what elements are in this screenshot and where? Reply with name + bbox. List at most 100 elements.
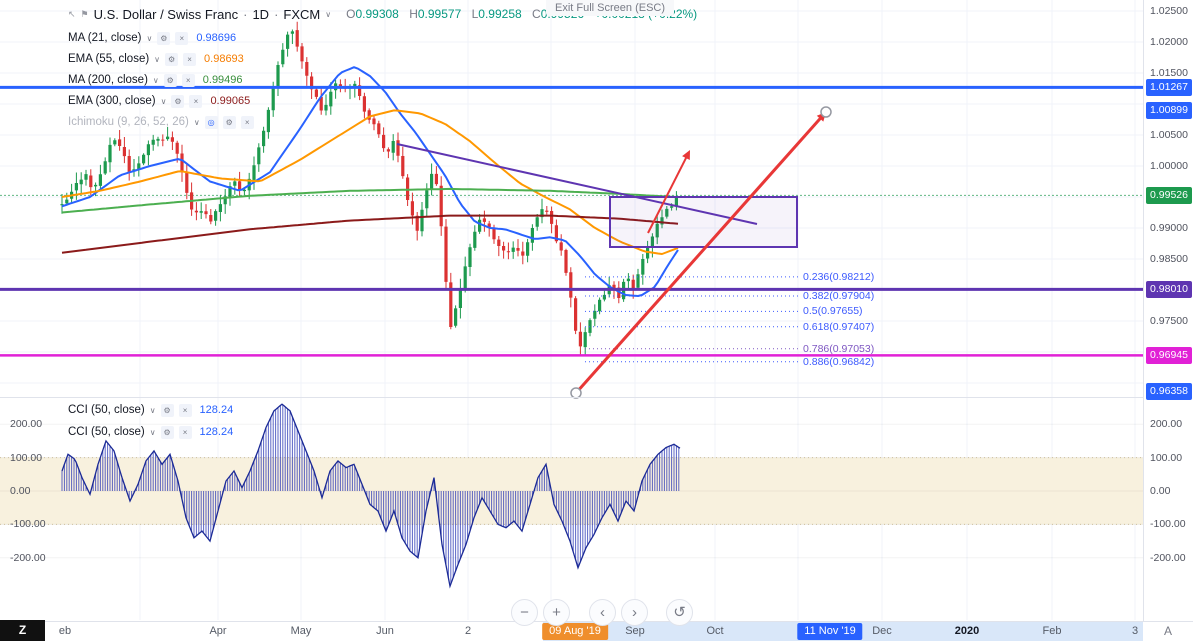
open-label: O (346, 7, 356, 21)
time-axis-label: Oct (706, 625, 724, 637)
price-badge: 1.00899 (1146, 102, 1192, 119)
symbol-interval[interactable]: 1D (252, 6, 270, 22)
reset-chart-button[interactable]: ↺ (666, 599, 693, 626)
indicator-legend-ichimoku[interactable]: Ichimoku (9, 26, 52, 26) ∨ ◎ ⚙ × (68, 114, 254, 130)
cci-left-axis-label: -100.00 (10, 518, 46, 530)
chevron-down-icon[interactable]: ∨ (154, 54, 161, 64)
price-box-drawing[interactable] (609, 196, 798, 248)
indicator-legend-ma21[interactable]: MA (21, close) ∨ ⚙ × 0.98696 (68, 30, 236, 46)
indicator-value: 128.24 (199, 426, 234, 438)
collapse-icon[interactable]: ↖ (68, 8, 76, 19)
price-axis[interactable]: 1.02500 1.02000 1.01500 1.00500 1.00000 0.990… (1143, 0, 1193, 621)
indicator-label: MA (200, close) (68, 74, 148, 86)
separator-dot: · (243, 6, 248, 22)
chevron-down-icon[interactable]: ∨ (152, 75, 159, 85)
close-icon[interactable]: × (183, 52, 197, 66)
indicator-label: MA (21, close) (68, 32, 142, 44)
indicator-legend-ma200[interactable]: MA (200, close) ∨ ⚙ × 0.99496 (68, 72, 243, 88)
price-axis-label: 1.02000 (1150, 36, 1188, 48)
close-icon[interactable]: × (189, 94, 203, 108)
indicator-value: 0.98693 (204, 53, 244, 65)
trendline-drawing[interactable] (396, 143, 758, 225)
scroll-right-button[interactable]: › (621, 599, 648, 626)
settings-icon[interactable]: ⚙ (157, 31, 171, 45)
chevron-down-icon[interactable]: ∨ (160, 96, 167, 106)
price-axis-label: 0.98500 (1150, 253, 1188, 265)
cci-axis-label: 0.00 (1150, 485, 1171, 497)
indicator-value: 128.24 (199, 404, 234, 416)
cci-left-axis-label: -200.00 (10, 552, 46, 564)
price-axis-label: 0.99000 (1150, 222, 1188, 234)
close-icon[interactable]: × (178, 403, 192, 417)
price-badge: 1.01267 (1146, 79, 1192, 96)
chevron-down-icon[interactable]: ∨ (146, 33, 153, 43)
indicator-legend-cci-2[interactable]: CCI (50, close) ∨ ⚙ × 128.24 (68, 424, 233, 440)
cci-axis-label: 200.00 (1150, 418, 1183, 430)
logo-z: Z (0, 620, 45, 641)
price-badge: 0.96945 (1146, 347, 1192, 364)
chart-nav-controls: − + ‹ › ↺ (511, 599, 693, 626)
zoom-in-button[interactable]: + (543, 599, 570, 626)
ma-line-ma200 (61, 187, 679, 214)
arrowhead (682, 150, 690, 160)
fib-level-label: 0.886(0.96842) (803, 356, 875, 368)
exit-fullscreen-toast: Exit Full Screen (ESC) (546, 0, 675, 16)
time-axis-label: Feb (1042, 625, 1062, 637)
ma-line-ma21 (61, 66, 679, 297)
symbol-title: U.S. Dollar / Swiss Franc (93, 6, 239, 22)
cci-axis-label: 100.00 (1150, 452, 1183, 464)
settings-icon[interactable]: ⚙ (222, 115, 236, 129)
indicator-legend-ema300[interactable]: EMA (300, close) ∨ ⚙ × 0.99065 (68, 93, 250, 109)
time-axis-label: 2 (464, 625, 472, 637)
price-axis-label: 1.02500 (1150, 5, 1188, 17)
drawing-anchor-handle[interactable] (820, 106, 832, 118)
chevron-down-icon[interactable]: ∨ (149, 405, 156, 415)
time-axis-label: 3 (1131, 625, 1139, 637)
drawing-anchor-handle[interactable] (570, 387, 582, 399)
flag-icon[interactable]: ⚑ (80, 8, 89, 19)
price-badge: 0.98010 (1146, 281, 1192, 298)
settings-icon[interactable]: ⚙ (171, 94, 185, 108)
cci-left-axis-label: 0.00 (10, 485, 31, 497)
trend-arrow-drawing[interactable] (647, 154, 689, 234)
trend-arrow-drawing[interactable] (574, 115, 824, 394)
time-axis-label: 2020 (954, 625, 980, 637)
indicator-label: EMA (55, close) (68, 53, 150, 65)
zoom-out-button[interactable]: − (511, 599, 538, 626)
chevron-down-icon[interactable]: ∨ (149, 427, 156, 437)
settings-icon[interactable]: ⚙ (160, 403, 174, 417)
close-icon[interactable]: × (178, 425, 192, 439)
close-icon[interactable]: × (175, 31, 189, 45)
cci-band (0, 457, 1143, 525)
time-axis-label: eb (58, 625, 72, 637)
indicator-legend-cci-1[interactable]: CCI (50, close) ∨ ⚙ × 128.24 (68, 402, 233, 418)
indicator-label: CCI (50, close) (68, 404, 145, 416)
cci-left-axis-label: 100.00 (10, 452, 43, 464)
ma-line-ema300 (61, 214, 679, 254)
settings-icon[interactable]: ⚙ (160, 425, 174, 439)
fib-level-label: 0.786(0.97053) (803, 343, 875, 355)
close-label: C (532, 7, 541, 21)
indicator-value: 0.98696 (196, 32, 237, 44)
price-axis-label: 0.97500 (1150, 315, 1188, 327)
settings-icon[interactable]: ⚙ (163, 73, 177, 87)
close-icon[interactable]: × (181, 73, 195, 87)
fib-level-label: 0.618(0.97407) (803, 321, 875, 333)
chevron-down-icon[interactable]: ∨ (325, 9, 332, 19)
time-axis-label: May (290, 625, 312, 637)
auto-scale-button[interactable]: A (1163, 624, 1172, 638)
time-axis[interactable]: eb Apr May Jun 2 Sep Oct Dec 2020 Feb 3 09 Aug '19 1… (0, 621, 1193, 641)
chart-canvas[interactable] (0, 0, 1143, 620)
close-icon[interactable]: × (240, 115, 254, 129)
fib-level-label: 0.5(0.97655) (803, 305, 863, 317)
price-axis-label: 1.01500 (1150, 67, 1188, 79)
ma-line-ema55 (61, 109, 679, 255)
settings-icon[interactable]: ⚙ (165, 52, 179, 66)
time-axis-label: Apr (209, 625, 227, 637)
cci-axis-label: -200.00 (1150, 552, 1186, 564)
chevron-down-icon[interactable]: ∨ (193, 117, 200, 127)
indicator-legend-ema55[interactable]: EMA (55, close) ∨ ⚙ × 0.98693 (68, 51, 244, 67)
scroll-left-button[interactable]: ‹ (589, 599, 616, 626)
open-value: 0.99308 (355, 7, 399, 21)
eye-icon[interactable]: ◎ (204, 115, 218, 129)
